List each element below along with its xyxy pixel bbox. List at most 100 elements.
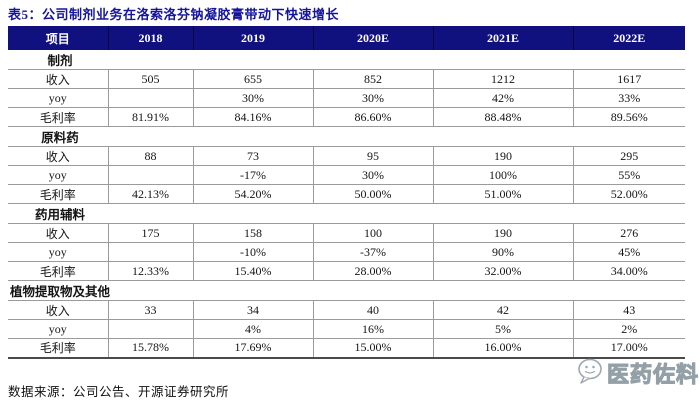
- table-cell: 51.00%: [432, 184, 573, 204]
- row-label: 收入: [8, 223, 108, 243]
- table-cell: 16.00%: [432, 338, 573, 359]
- table-cell: 95: [312, 146, 433, 166]
- table-cell: 15.78%: [107, 338, 193, 359]
- row-label: 收入: [8, 146, 108, 166]
- section-row: 原料药: [8, 126, 685, 147]
- table-cell: 34: [192, 300, 313, 320]
- watermark-text: 医药佐料: [606, 362, 700, 388]
- section-label-cell: 制剂: [8, 50, 685, 70]
- table-row: 收入 505 655 852 1212 1617: [8, 69, 685, 89]
- table-cell: 17.69%: [192, 338, 313, 359]
- table-cell: 33%: [572, 88, 685, 108]
- table-cell: 30%: [312, 165, 433, 185]
- table-cell: 1212: [432, 69, 573, 89]
- table-row: 收入 88 73 95 190 295: [8, 146, 685, 166]
- table-cell: 12.33%: [107, 261, 193, 281]
- table-cell: 88: [107, 146, 193, 166]
- table-row: 毛利率 42.13% 54.20% 50.00% 51.00% 52.00%: [8, 184, 685, 204]
- table-body: 制剂 收入 505 655 852 1212 1617 yoy 30% 30% 42% 33% 毛利率 8…: [8, 50, 685, 359]
- table-cell: -10%: [192, 242, 313, 262]
- table-cell: 2%: [572, 319, 685, 339]
- source-note: 数据来源：公司公告、开源证券研究所: [8, 385, 230, 399]
- row-label: 毛利率: [8, 261, 108, 281]
- table-cell: 42.13%: [107, 184, 193, 204]
- table-cell: 16%: [312, 319, 433, 339]
- table-title: 表5：公司制剂业务在洛索洛芬钠凝胶膏带动下快速增长: [8, 7, 340, 22]
- col-header-2020e: 2020E: [312, 26, 433, 50]
- row-label: yoy: [8, 88, 108, 108]
- table-cell: 190: [432, 223, 573, 243]
- col-header-item: 项目: [8, 26, 108, 50]
- col-header-2021e: 2021E: [432, 26, 573, 50]
- col-header-2019: 2019: [192, 26, 313, 50]
- table-row: 收入 33 34 40 42 43: [8, 300, 685, 320]
- table-cell: 100%: [432, 165, 573, 185]
- section-row: 制剂: [8, 50, 685, 70]
- table-cell: 42%: [432, 88, 573, 108]
- table-cell: 73: [192, 146, 313, 166]
- table-cell: 852: [312, 69, 433, 89]
- table-cell: 43: [572, 300, 685, 320]
- section-row: 药用辅料: [8, 203, 685, 224]
- col-header-2022e: 2022E: [572, 26, 685, 50]
- table-row: 毛利率 12.33% 15.40% 28.00% 32.00% 34.00%: [8, 261, 685, 281]
- table-cell: 50.00%: [312, 184, 433, 204]
- section-label: 植物提取物及其他: [10, 285, 111, 299]
- table-cell: 295: [572, 146, 685, 166]
- section-label-cell: 原料药: [8, 126, 685, 147]
- table-cell: 81.91%: [107, 107, 193, 127]
- table-cell: 5%: [432, 319, 573, 339]
- table-row: 毛利率 15.78% 17.69% 15.00% 16.00% 17.00%: [8, 338, 685, 359]
- table-cell: 655: [192, 69, 313, 89]
- row-label: yoy: [8, 242, 108, 262]
- table-cell: 30%: [192, 88, 313, 108]
- table-cell: 505: [107, 69, 193, 89]
- table-row: yoy -10% -37% 90% 45%: [8, 242, 685, 262]
- table-row: yoy 4% 16% 5% 2%: [8, 319, 685, 339]
- table-cell: 4%: [192, 319, 313, 339]
- table-cell: 28.00%: [312, 261, 433, 281]
- table-cell: 1617: [572, 69, 685, 89]
- table-cell: 86.60%: [312, 107, 433, 127]
- table-cell: 88.48%: [432, 107, 573, 127]
- section-label: 药用辅料: [34, 208, 85, 222]
- section-row: 植物提取物及其他: [8, 280, 685, 301]
- table-cell: -37%: [312, 242, 433, 262]
- table-cell: 158: [192, 223, 313, 243]
- table-cell: 15.40%: [192, 261, 313, 281]
- table-cell: [107, 88, 193, 108]
- table-cell: 89.56%: [572, 107, 685, 127]
- table-cell: [107, 242, 193, 262]
- table-cell: 52.00%: [572, 184, 685, 204]
- row-label: 收入: [8, 300, 108, 320]
- table-cell: 100: [312, 223, 433, 243]
- wechat-chat-bubble-icon: [576, 356, 606, 391]
- table-cell: 32.00%: [432, 261, 573, 281]
- table-cell: 17.00%: [572, 338, 685, 359]
- row-label: 收入: [8, 69, 108, 89]
- section-label: 原料药: [41, 131, 79, 145]
- table-cell: [107, 319, 193, 339]
- col-header-2018: 2018: [107, 26, 193, 50]
- table-cell: 33: [107, 300, 193, 320]
- table-row: yoy 30% 30% 42% 33%: [8, 88, 685, 108]
- table-cell: 34.00%: [572, 261, 685, 281]
- table-row: yoy -17% 30% 100% 55%: [8, 165, 685, 185]
- row-label: 毛利率: [8, 338, 108, 359]
- row-label: 毛利率: [8, 107, 108, 127]
- row-label: yoy: [8, 165, 108, 185]
- financial-data-table: 项目 2018 2019 2020E 2021E 2022E 制剂 收入 505 65…: [8, 26, 685, 359]
- table-cell: 42: [432, 300, 573, 320]
- table-cell: 175: [107, 223, 193, 243]
- table-cell: 54.20%: [192, 184, 313, 204]
- table-cell: 40: [312, 300, 433, 320]
- section-label-cell: 药用辅料: [8, 203, 685, 224]
- table-cell: 276: [572, 223, 685, 243]
- row-label: yoy: [8, 319, 108, 339]
- table-cell: 30%: [312, 88, 433, 108]
- row-label: 毛利率: [8, 184, 108, 204]
- section-label-cell: 植物提取物及其他: [8, 280, 685, 301]
- table-cell: 55%: [572, 165, 685, 185]
- table-cell: 190: [432, 146, 573, 166]
- table-row: 毛利率 81.91% 84.16% 86.60% 88.48% 89.56%: [8, 107, 685, 127]
